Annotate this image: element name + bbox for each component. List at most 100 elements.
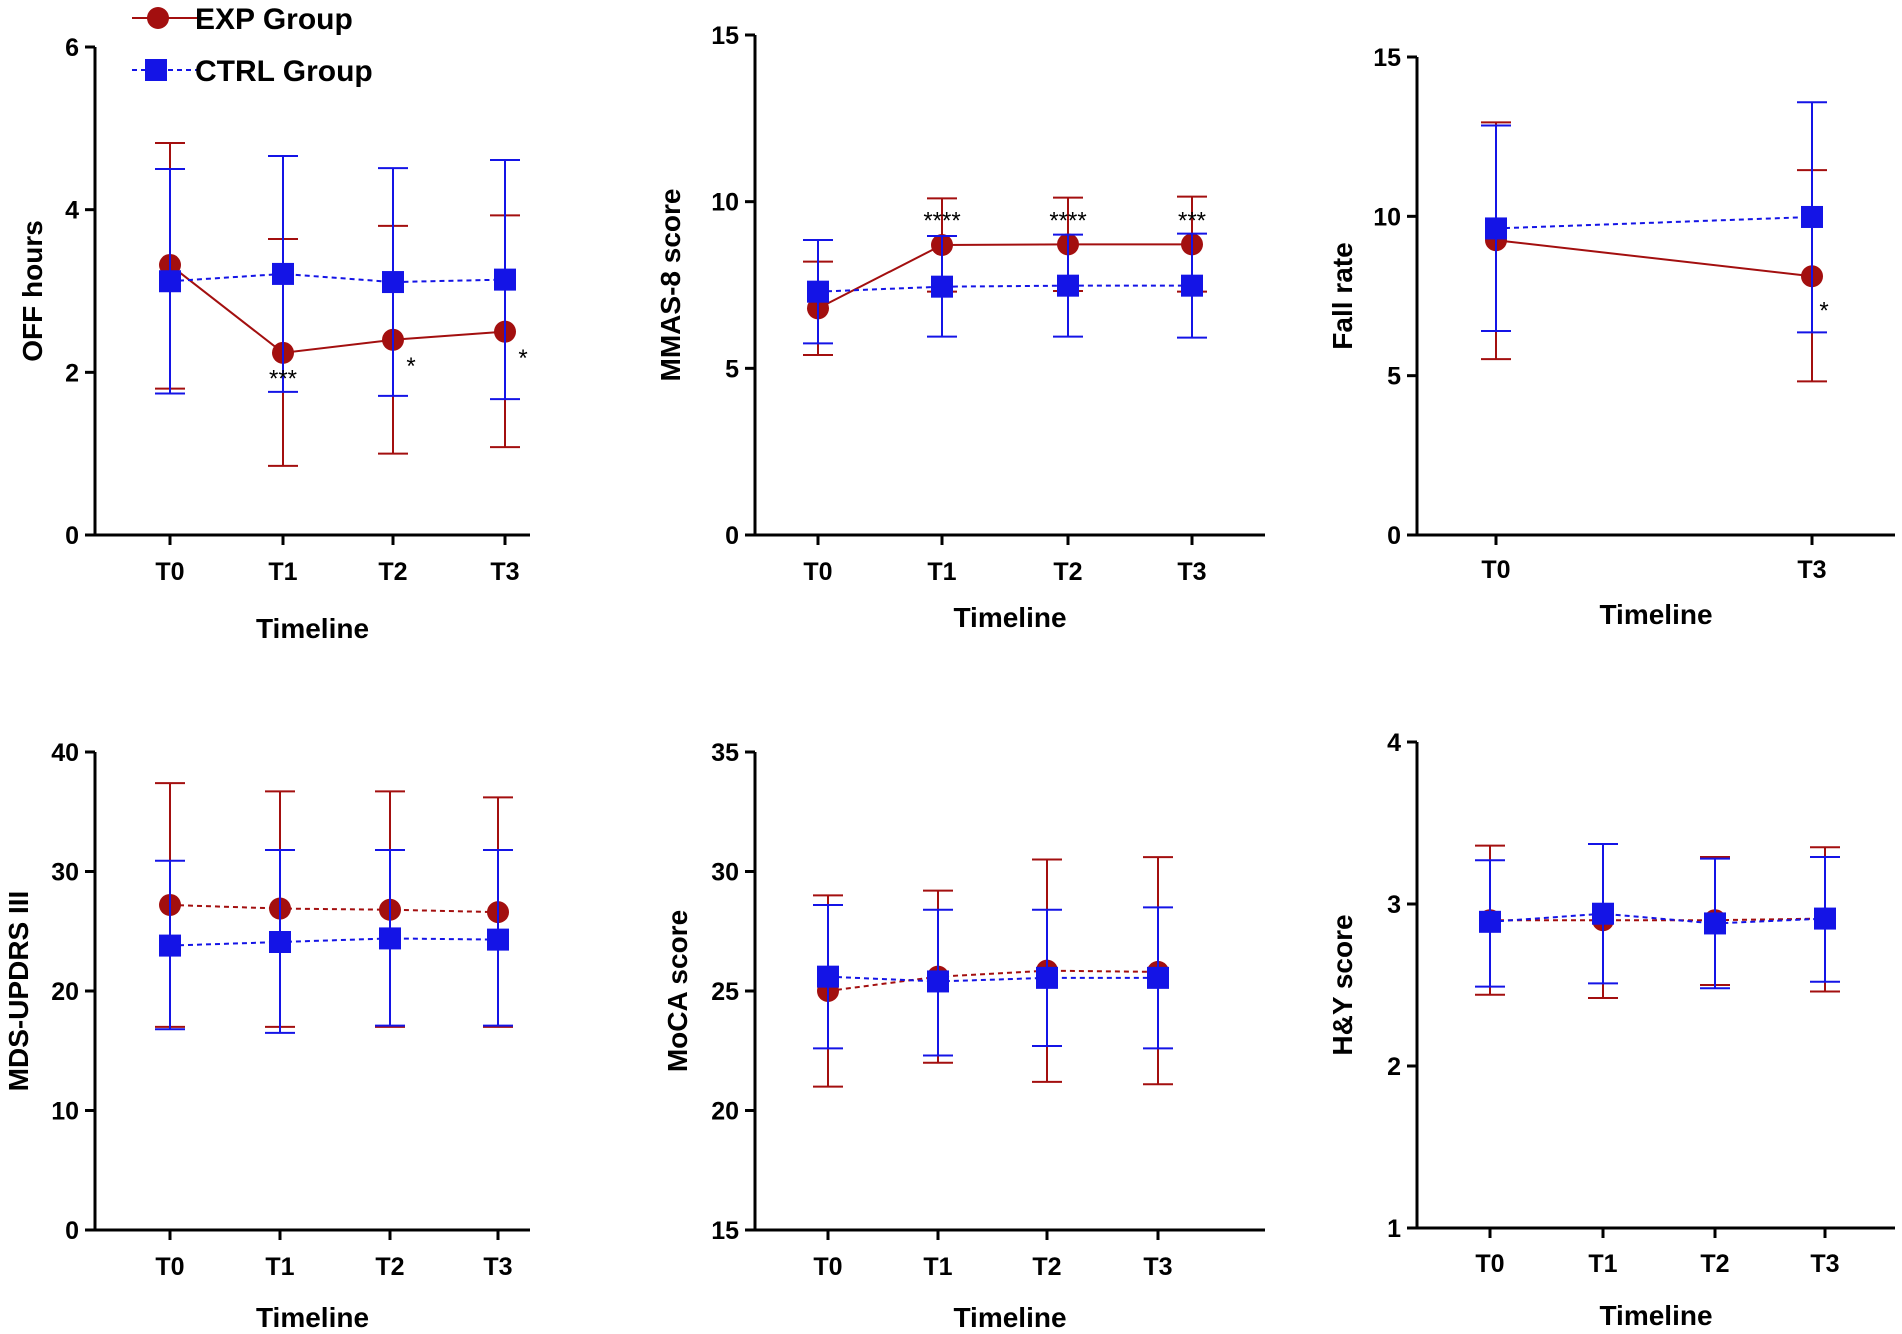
x-tick-label: T3	[1177, 558, 1206, 586]
data-point-ctrl	[1057, 274, 1079, 297]
y-axis-title: H&Y score	[1327, 914, 1358, 1055]
legend-marker-exp	[147, 7, 169, 29]
x-tick-label: T2	[1700, 1250, 1729, 1278]
y-tick-label: 15	[711, 22, 739, 50]
data-point-ctrl	[269, 931, 291, 954]
y-tick-label: 25	[711, 978, 739, 1006]
series-line	[1495, 215, 1813, 230]
x-tick-label: T2	[1032, 1253, 1061, 1281]
x-tick-label: T3	[1143, 1253, 1172, 1281]
y-tick-label: 2	[1387, 1053, 1401, 1081]
y-tick-label: 0	[65, 1217, 79, 1245]
significance-annotation: ***	[269, 365, 297, 392]
data-point-ctrl	[807, 280, 829, 303]
y-axis-title: MMAS-8 score	[655, 189, 686, 382]
y-tick-label: 5	[725, 355, 739, 383]
series-line	[827, 975, 1158, 983]
y-tick-label: 15	[711, 1217, 739, 1245]
series-exp	[155, 782, 513, 1028]
y-tick-label: 3	[1387, 891, 1401, 919]
data-point-ctrl	[817, 965, 839, 988]
data-point-ctrl	[1814, 907, 1836, 930]
legend-marker-ctrl	[145, 59, 167, 81]
x-tick-label: T0	[813, 1253, 842, 1281]
x-axis-title: Timeline	[1599, 1300, 1712, 1331]
series-line	[169, 264, 506, 354]
significance-annotation: *	[518, 345, 527, 372]
y-tick-label: 40	[51, 739, 79, 767]
significance-annotation: ****	[923, 207, 960, 234]
series-line	[1490, 917, 1826, 922]
x-tick-label: T0	[155, 1253, 184, 1281]
series-line	[169, 903, 499, 914]
data-point-ctrl	[927, 970, 949, 993]
series-line	[817, 284, 1192, 293]
chart-panel-6: 1 2 3 4 T0 T1 T2 T3 Timeline H&Y score	[1327, 729, 1895, 1331]
series-exp	[1475, 843, 1840, 999]
series-line	[169, 937, 499, 947]
x-tick-label: T1	[923, 1253, 952, 1281]
data-point-ctrl	[379, 927, 401, 950]
y-tick-label: 0	[65, 522, 79, 550]
data-point-ctrl	[382, 271, 404, 294]
x-tick-label: T1	[265, 1253, 294, 1281]
y-tick-label: 5	[1387, 363, 1401, 391]
y-tick-label: 10	[51, 1098, 79, 1126]
data-point-ctrl	[494, 268, 516, 291]
chart-panel-4: 0 10 20 30 40 T0 T1 T2 T3 Timeline MDS-UPDRS III	[3, 739, 530, 1333]
y-tick-label: 0	[1387, 522, 1401, 550]
data-point-ctrl	[487, 928, 509, 951]
x-tick-label: T1	[1588, 1250, 1617, 1278]
y-tick-label: 30	[51, 859, 79, 887]
x-tick-label: T3	[1797, 556, 1826, 584]
y-tick-label: 1	[1387, 1215, 1401, 1243]
y-tick-label: 20	[51, 978, 79, 1006]
x-tick-label: T2	[375, 1253, 404, 1281]
x-tick-label: T3	[1810, 1250, 1839, 1278]
y-tick-label: 4	[1387, 729, 1401, 757]
series-ctrl	[1475, 843, 1840, 990]
y-axis-title: Fall rate	[1327, 242, 1358, 349]
x-tick-label: T0	[1475, 1250, 1504, 1278]
series-line	[1489, 912, 1826, 925]
y-tick-label: 20	[711, 1098, 739, 1126]
x-tick-label: T2	[378, 558, 407, 586]
series-ctrl	[813, 903, 1173, 1057]
significance-annotation: *	[1819, 298, 1828, 325]
y-tick-label: 4	[65, 197, 79, 225]
x-tick-label: T2	[1053, 558, 1082, 586]
y-tick-label: 15	[1373, 44, 1401, 72]
x-tick-label: T3	[483, 1253, 512, 1281]
x-axis-title: Timeline	[1599, 599, 1712, 630]
series-line	[1495, 239, 1813, 278]
series-line	[169, 272, 506, 284]
data-point-ctrl	[1485, 217, 1507, 240]
series-exp	[803, 195, 1207, 356]
legend-label-exp: EXP Group	[195, 3, 353, 36]
y-axis-title: MDS-UPDRS III	[3, 891, 34, 1092]
x-axis-title: Timeline	[953, 1302, 1066, 1333]
x-tick-label: T1	[268, 558, 297, 586]
chart-panel-5: 15 20 25 30 35 T0 T1 T2 T3 Timeline MoCA score	[662, 739, 1265, 1333]
x-axis-title: Timeline	[953, 602, 1066, 633]
y-tick-label: 35	[711, 739, 739, 767]
y-tick-label: 6	[65, 34, 79, 62]
x-tick-label: T0	[155, 558, 184, 586]
y-tick-label: 0	[725, 522, 739, 550]
data-point-ctrl	[1147, 966, 1169, 989]
y-tick-label: 10	[1373, 203, 1401, 231]
x-tick-label: T1	[927, 558, 956, 586]
data-point-ctrl	[1592, 902, 1614, 925]
series-ctrl	[155, 848, 513, 1034]
data-point-ctrl	[1801, 205, 1823, 228]
series-ctrl	[155, 154, 520, 401]
series-line	[817, 243, 1192, 310]
y-tick-label: 30	[711, 859, 739, 887]
x-tick-label: T0	[1481, 556, 1510, 584]
series-ctrl	[803, 232, 1207, 345]
data-point-ctrl	[1181, 274, 1203, 297]
x-axis-title: Timeline	[256, 1302, 369, 1333]
